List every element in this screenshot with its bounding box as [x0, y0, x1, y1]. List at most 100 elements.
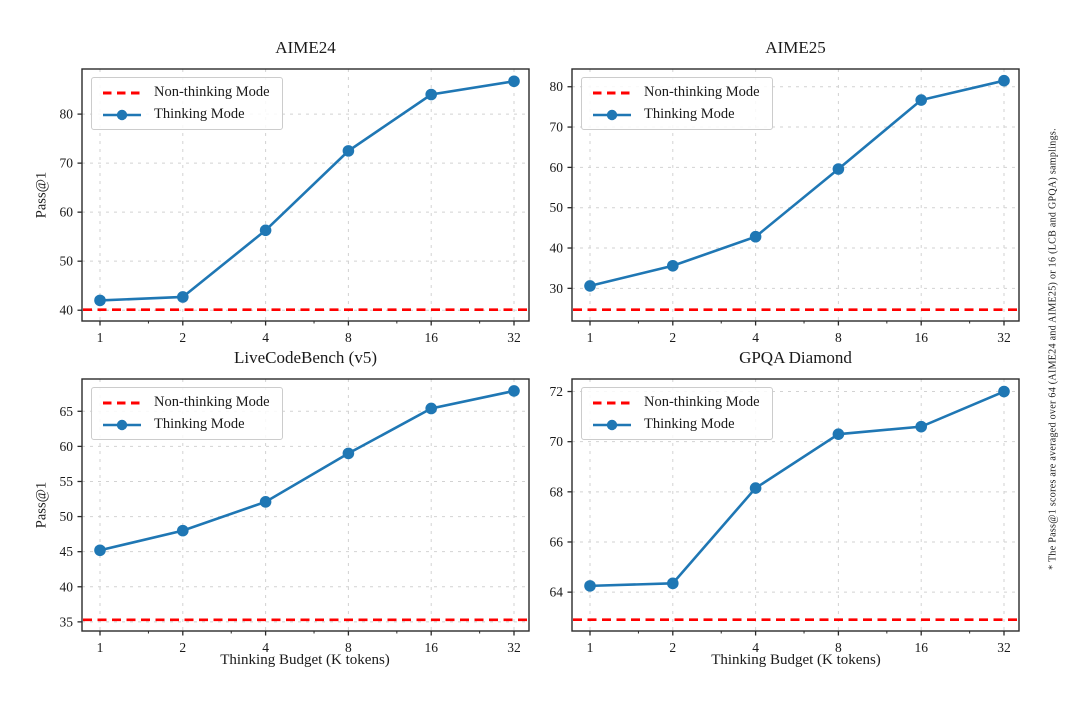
data-point-marker [832, 163, 845, 175]
legend-label-non-thinking: Non-thinking Mode [154, 84, 270, 100]
x-axis-label-right: Thinking Budget (K tokens) [711, 652, 881, 668]
y-tick-label: 60 [60, 205, 74, 220]
thinking-line-marker-icon [593, 419, 631, 430]
legend-row-thinking: Thinking Mode [592, 106, 760, 123]
y-tick-label: 80 [550, 79, 564, 94]
chart-title-gpqa: GPQA Diamond [739, 348, 852, 367]
data-point-marker [915, 420, 927, 433]
y-tick-label: 55 [60, 474, 74, 489]
x-tick-label: 16 [424, 330, 438, 345]
y-tick-label: 70 [550, 434, 564, 449]
data-point-marker [998, 74, 1010, 87]
legend-row-thinking: Thinking Mode [102, 106, 270, 123]
axes: 30 40 50 60 70 80 1 2 4 8 16 32 [550, 68, 1020, 345]
thinking-line [99, 389, 515, 552]
x-tick-label: 16 [914, 330, 928, 345]
y-tick-label: 50 [60, 509, 74, 524]
legend-row-thinking: Thinking Mode [592, 416, 760, 433]
x-tick-label: 8 [345, 640, 352, 655]
legend-label-thinking: Thinking Mode [644, 106, 735, 122]
x-tick-label: 16 [914, 640, 928, 655]
data-point-marker [94, 544, 106, 557]
x-tick-label: 2 [669, 640, 676, 655]
x-axis-label-left: Thinking Budget (K tokens) [220, 652, 390, 668]
legend-aime24: Non-thinking Mode Thinking Mode [91, 77, 283, 130]
legend-label-thinking: Thinking Mode [154, 106, 245, 122]
data-point-marker [425, 88, 438, 101]
footnote: * The Pass@1 scores are averaged over 64… [1047, 128, 1059, 570]
y-tick-label: 40 [550, 241, 564, 256]
data-point-marker [998, 385, 1010, 398]
y-axis-label-bottom: Pass@1 [33, 481, 50, 529]
x-tick-label: 8 [835, 640, 842, 655]
y-tick-label: 66 [550, 534, 564, 549]
data-point-marker [508, 385, 520, 397]
data-point-marker [915, 94, 927, 106]
x-tick-label: 32 [507, 330, 521, 345]
axes: 35 40 45 50 55 60 65 1 2 4 8 16 32 [60, 378, 530, 655]
thinking-line [589, 79, 1005, 288]
series [573, 385, 1018, 622]
x-tick-label: 1 [97, 640, 104, 655]
y-tick-label: 72 [550, 384, 564, 399]
x-tick-label: 16 [424, 640, 438, 655]
non-thinking-dashed-line-icon [593, 401, 631, 404]
x-tick-label: 32 [507, 640, 521, 655]
x-tick-label: 8 [835, 330, 842, 345]
data-point-marker [584, 580, 596, 592]
y-tick-label: 65 [60, 404, 74, 419]
legend-row-non-thinking: Non-thinking Mode [592, 84, 760, 101]
x-tick-label: 32 [997, 640, 1011, 655]
y-tick-label: 80 [60, 107, 74, 122]
thinking-line-marker-icon [103, 419, 141, 430]
y-tick-label: 40 [60, 303, 74, 318]
data-point-marker [342, 145, 355, 157]
legend-row-non-thinking: Non-thinking Mode [102, 84, 270, 101]
legend-label-thinking: Thinking Mode [644, 416, 735, 432]
y-tick-label: 68 [550, 484, 564, 499]
non-thinking-dashed-line-icon [593, 91, 631, 94]
data-point-marker [749, 230, 762, 243]
y-tick-label: 30 [550, 281, 564, 296]
x-tick-label: 1 [587, 330, 594, 345]
y-tick-label: 50 [60, 254, 74, 269]
data-point-marker [667, 577, 679, 590]
y-tick-label: 45 [60, 544, 74, 559]
x-tick-label: 1 [587, 640, 594, 655]
x-tick-label: 2 [179, 330, 186, 345]
thinking-line-marker-icon [593, 109, 631, 120]
legend-row-non-thinking: Non-thinking Mode [102, 394, 270, 411]
legend-row-non-thinking: Non-thinking Mode [592, 394, 760, 411]
legend-label-non-thinking: Non-thinking Mode [154, 394, 270, 410]
chart-title-aime24: AIME24 [275, 38, 336, 57]
x-tick-label: 2 [669, 330, 676, 345]
y-axis-label-top: Pass@1 [33, 171, 50, 219]
plot-area-aime25: 30 40 50 60 70 80 1 2 4 8 16 32 [550, 68, 1020, 345]
chart-title-livecodebench: LiveCodeBench (v5) [233, 348, 378, 367]
series [83, 385, 528, 622]
legend-label-thinking: Thinking Mode [154, 416, 245, 432]
thinking-line-marker-icon [103, 109, 141, 120]
series [83, 75, 528, 312]
x-tick-label: 1 [97, 330, 104, 345]
y-tick-label: 40 [60, 579, 74, 594]
thinking-line [99, 79, 515, 302]
y-tick-label: 60 [550, 160, 564, 175]
data-point-marker [177, 524, 189, 537]
legend-aime25: Non-thinking Mode Thinking Mode [581, 77, 773, 130]
non-thinking-dashed-line-icon [103, 91, 141, 94]
data-point-marker [425, 402, 438, 415]
x-tick-label: 4 [262, 330, 269, 345]
data-point-marker [342, 447, 355, 460]
x-tick-label: 4 [752, 640, 759, 655]
y-tick-label: 35 [60, 614, 74, 629]
data-point-marker [259, 496, 272, 508]
axes: 64 66 68 70 72 1 2 4 8 16 32 [550, 378, 1020, 655]
x-tick-label: 4 [752, 330, 759, 345]
y-tick-label: 60 [60, 439, 74, 454]
data-point-marker [584, 280, 596, 292]
y-tick-label: 64 [550, 585, 564, 600]
y-tick-label: 50 [550, 200, 564, 215]
non-thinking-dashed-line-icon [103, 401, 141, 404]
